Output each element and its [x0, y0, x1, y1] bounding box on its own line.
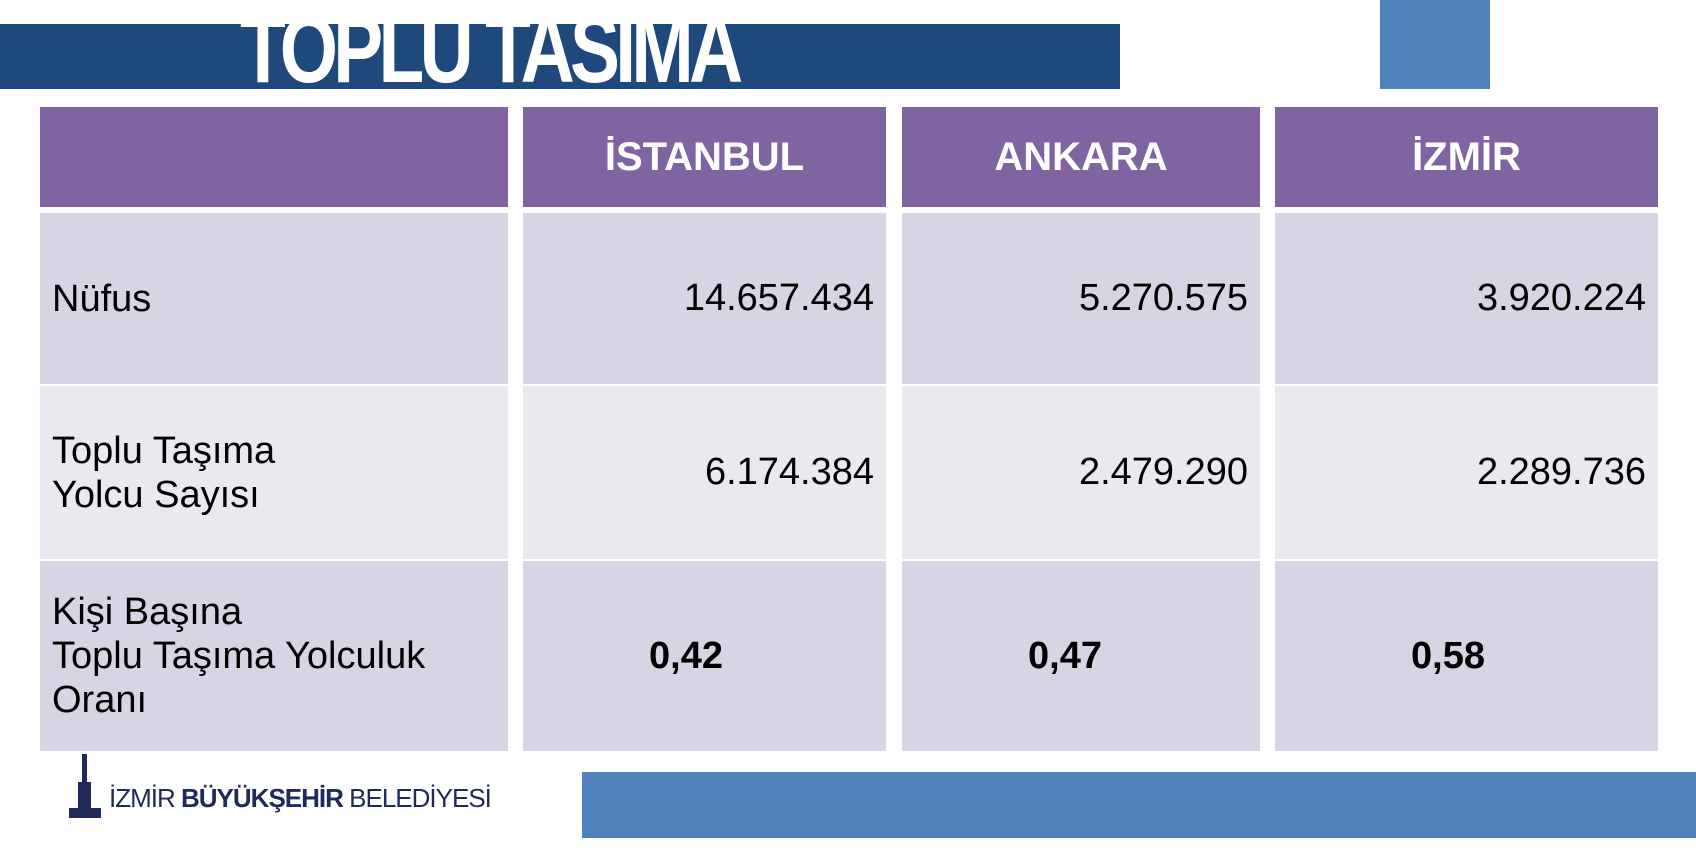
logo-text-belediyesi: BELEDİYESİ	[342, 783, 492, 813]
cell-value: 0,58	[1411, 634, 1485, 677]
row-label-line: Kişi Başına	[52, 591, 243, 633]
cell-value: 0,42	[649, 634, 723, 677]
cell-istanbul: 0,42	[523, 561, 886, 751]
cell-izmir: 0,58	[1275, 561, 1658, 751]
cell-ankara: 2.479.290	[902, 386, 1260, 559]
accent-square	[1380, 0, 1490, 89]
cell-value: 14.657.434	[683, 277, 874, 319]
logo-text: İZMİR BÜYÜKŞEHİR BELEDİYESİ	[109, 783, 492, 814]
row-label: Toplu Taşıma Yolcu Sayısı	[40, 386, 508, 559]
title-bar	[0, 24, 1120, 89]
cell-izmir: 2.289.736	[1275, 386, 1658, 559]
cell-izmir: 3.920.224	[1275, 213, 1658, 384]
logo-text-izmir: İZMİR	[109, 783, 181, 813]
header-label	[40, 107, 508, 207]
header-istanbul: İSTANBUL	[523, 107, 886, 207]
footer-bar	[582, 772, 1696, 838]
row-label-line: Toplu Taşıma Yolculuk	[52, 635, 426, 677]
cell-value: 3.920.224	[1476, 277, 1646, 319]
izmir-municipality-logo: İZMİR BÜYÜKŞEHİR BELEDİYESİ	[65, 752, 492, 822]
cell-value: 5.270.575	[1078, 277, 1248, 319]
cell-ankara: 0,47	[902, 561, 1260, 751]
row-label: Nüfus	[40, 213, 508, 384]
clock-tower-icon	[69, 754, 101, 818]
row-label-line: Nüfus	[52, 277, 152, 320]
cell-value: 2.289.736	[1476, 451, 1646, 493]
row-label-line: Yolcu Sayısı	[52, 473, 260, 516]
page-title: TOPLU TASIMA	[240, 0, 743, 103]
cell-value: 6.174.384	[704, 451, 874, 493]
logo-text-buyuksehir: BÜYÜKŞEHİR	[181, 783, 344, 813]
cell-value: 2.479.290	[1078, 451, 1248, 493]
cell-value: 0,47	[1028, 634, 1102, 677]
row-label: Kişi Başına Toplu Taşıma Yolculuk Oranı	[40, 561, 508, 751]
cell-ankara: 5.270.575	[902, 213, 1260, 384]
header-ankara: ANKARA	[902, 107, 1260, 207]
row-label-line: Toplu Taşıma	[52, 429, 276, 472]
cell-istanbul: 6.174.384	[523, 386, 886, 559]
cell-istanbul: 14.657.434	[523, 213, 886, 384]
row-label-line: Oranı	[52, 679, 148, 721]
header-izmir: İZMİR	[1275, 107, 1658, 207]
